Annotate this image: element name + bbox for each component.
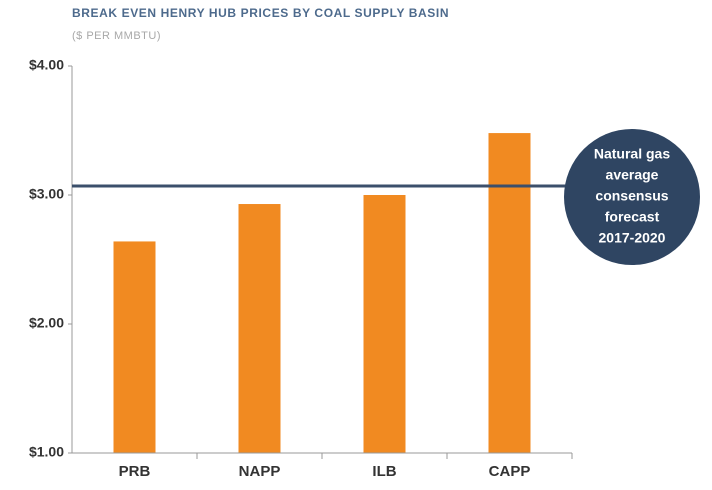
x-tick-label: ILB	[372, 463, 396, 480]
bar	[238, 204, 281, 453]
x-tick-label: CAPP	[489, 463, 531, 480]
chart-title: BREAK EVEN HENRY HUB PRICES BY COAL SUPP…	[72, 6, 449, 20]
y-tick-label: $1.00	[29, 444, 64, 460]
annotation-text: 2017-2020	[599, 230, 666, 246]
x-tick-label: NAPP	[239, 463, 281, 480]
bar	[113, 241, 156, 453]
bar	[488, 133, 531, 453]
chart-subtitle: ($ PER MMBTU)	[72, 30, 161, 42]
annotation-circle	[564, 129, 700, 265]
annotation-text: Natural gas	[594, 146, 670, 162]
annotation-text: consensus	[595, 188, 668, 204]
y-tick-label: $3.00	[29, 186, 64, 202]
annotation-text: average	[606, 167, 659, 183]
bar	[363, 195, 406, 453]
x-tick-label: PRB	[119, 463, 151, 480]
annotation-text: forecast	[605, 209, 660, 225]
y-tick-label: $4.00	[29, 57, 64, 73]
y-tick-label: $2.00	[29, 315, 64, 331]
